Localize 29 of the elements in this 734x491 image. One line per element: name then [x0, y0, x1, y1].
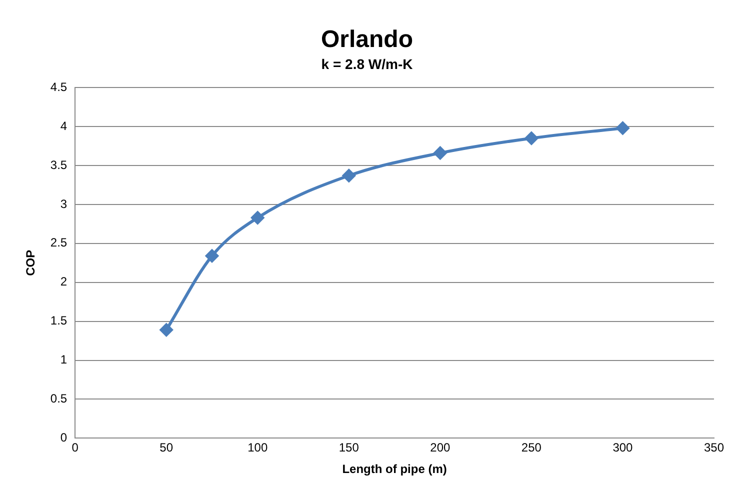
point — [160, 323, 173, 336]
chart-subtitle: k = 2.8 W/m-K — [321, 56, 413, 72]
point — [434, 146, 447, 160]
point — [616, 122, 630, 135]
y-tick-label: 3 — [60, 196, 68, 211]
y-tick-label: 1 — [60, 352, 68, 367]
y-tick-label: 0 — [60, 430, 68, 445]
y-tick-label: 1.5 — [50, 314, 68, 328]
x-axis-title: Length of pipe (m) — [342, 462, 447, 476]
y-tick-label: 2.5 — [50, 236, 68, 250]
point — [342, 169, 356, 182]
y-tick-label: 0.5 — [50, 392, 68, 406]
x-tick-label: 100 — [248, 440, 268, 455]
point — [205, 249, 218, 262]
x-tick-label: 50 — [160, 440, 174, 455]
x-tick-label: 350 — [704, 440, 724, 455]
x-tick-label: 300 — [612, 440, 634, 455]
x-tick-label: 250 — [521, 440, 542, 455]
x-tick-label: 0 — [72, 440, 79, 455]
y-tick-label: 4 — [60, 118, 68, 133]
x-tick-label: 150 — [338, 440, 360, 455]
point — [524, 132, 538, 145]
y-tick-label: 4.5 — [50, 80, 68, 94]
x-tick-label: 200 — [430, 440, 451, 455]
point — [251, 211, 264, 224]
chart-title: Orlando — [320, 26, 414, 54]
y-tick-label: 2 — [60, 274, 68, 289]
y-axis-title: COP — [24, 250, 38, 276]
y-tick-label: 3.5 — [50, 158, 68, 172]
